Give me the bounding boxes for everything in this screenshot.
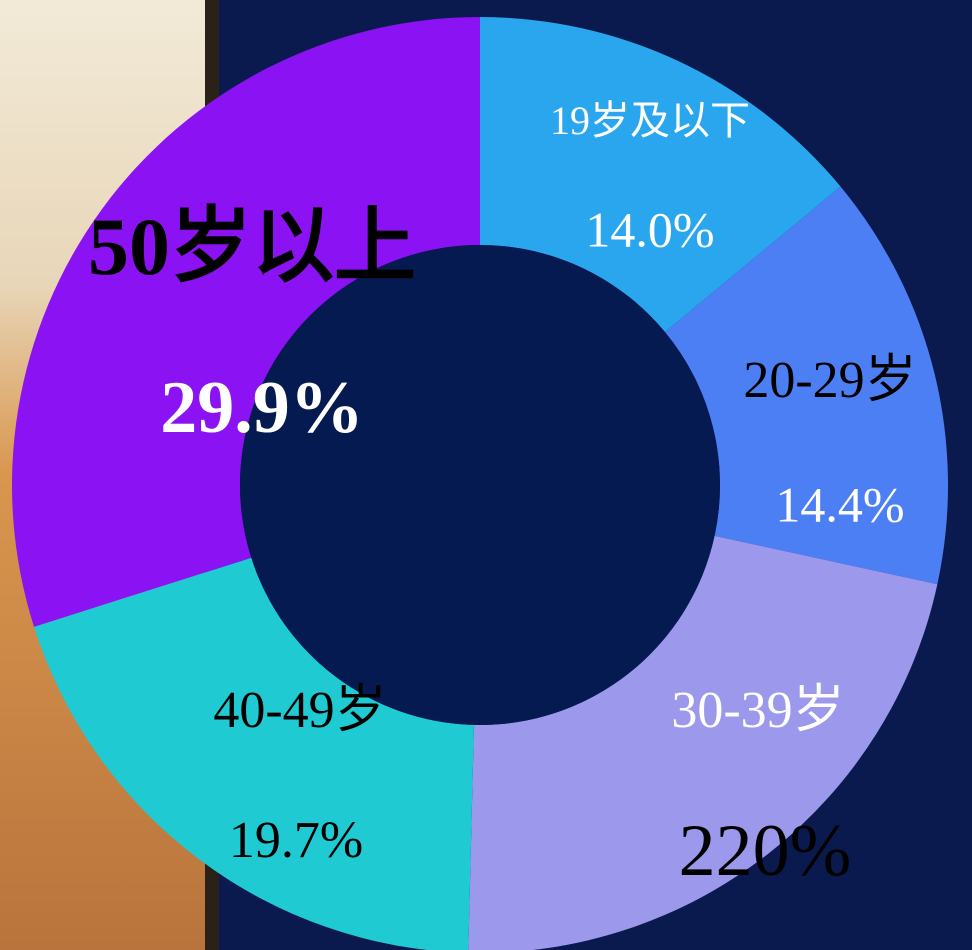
slice <box>34 557 474 950</box>
slice <box>664 186 948 585</box>
category-label: 40-49岁 <box>213 682 386 739</box>
category-label: 30-39岁 <box>671 682 844 739</box>
value-label: 14.4% <box>775 476 904 532</box>
donut-hole <box>240 245 720 725</box>
value-label: 29.9% <box>160 367 364 449</box>
value-label: 14.0% <box>585 201 714 257</box>
category-label: 20-29岁 <box>743 352 916 409</box>
slice <box>11 17 481 627</box>
value-label: 220% <box>679 810 852 892</box>
value-label: 19.7% <box>229 812 363 869</box>
slice <box>480 17 841 333</box>
category-label: 50岁以上 <box>88 201 416 292</box>
category-label: 19岁及以下 <box>550 98 750 143</box>
slice <box>468 535 938 950</box>
